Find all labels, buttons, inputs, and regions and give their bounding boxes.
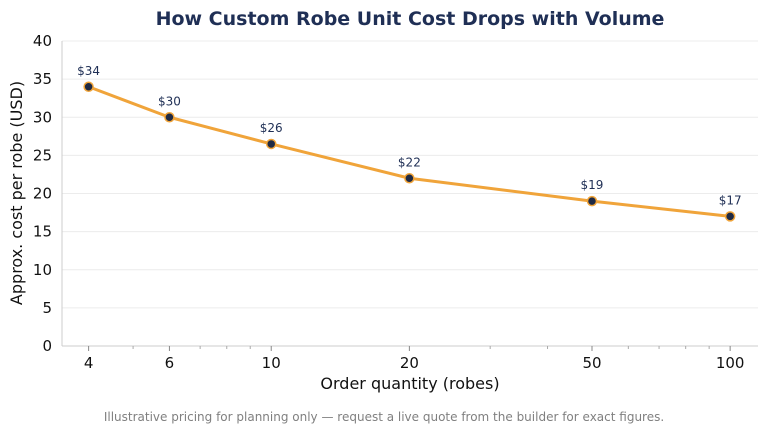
x-tick-label: 6 <box>165 354 175 372</box>
y-tick-label: 35 <box>33 70 52 88</box>
data-point <box>586 195 598 207</box>
x-tick-label: 20 <box>400 354 419 372</box>
y-axis-label: Approx. cost per robe (USD) <box>7 81 26 305</box>
grid-lines <box>62 40 758 309</box>
y-tick-label: 5 <box>42 299 52 317</box>
data-label: $34 <box>77 64 100 78</box>
y-tick-label: 10 <box>33 261 52 279</box>
data-point <box>265 138 277 150</box>
data-point <box>724 211 736 222</box>
y-tick-label: 15 <box>33 223 52 241</box>
series <box>83 81 736 222</box>
y-tick-label: 30 <box>33 108 52 126</box>
x-tick-label: 10 <box>262 354 281 372</box>
x-axis-label: Order quantity (robes) <box>320 374 499 393</box>
tick-labels: 0 5 10 15 20 25 30 35 40 4 6 10 20 50 100 <box>33 32 745 372</box>
data-point <box>404 173 415 184</box>
data-label: $30 <box>158 94 181 108</box>
data-label: $22 <box>398 155 421 169</box>
x-tick-label: 50 <box>582 354 601 372</box>
data-labels: $34 $30 $26 $22 $19 $17 <box>77 64 741 208</box>
footnote: Illustrative pricing for planning only —… <box>104 410 664 424</box>
data-label: $19 <box>581 178 604 192</box>
y-tick-label: 0 <box>42 337 52 355</box>
axes <box>61 41 758 351</box>
x-tick-label: 100 <box>716 354 745 372</box>
y-tick-label: 40 <box>33 32 52 50</box>
data-label: $26 <box>260 121 283 135</box>
data-label: $17 <box>719 193 742 207</box>
y-tick-label: 25 <box>33 146 52 164</box>
data-point <box>83 81 94 92</box>
data-point <box>164 112 175 123</box>
chart-title: How Custom Robe Unit Cost Drops with Vol… <box>156 8 665 30</box>
x-tick-label: 4 <box>84 354 94 372</box>
series-line <box>87 85 732 218</box>
y-tick-label: 20 <box>33 185 52 203</box>
